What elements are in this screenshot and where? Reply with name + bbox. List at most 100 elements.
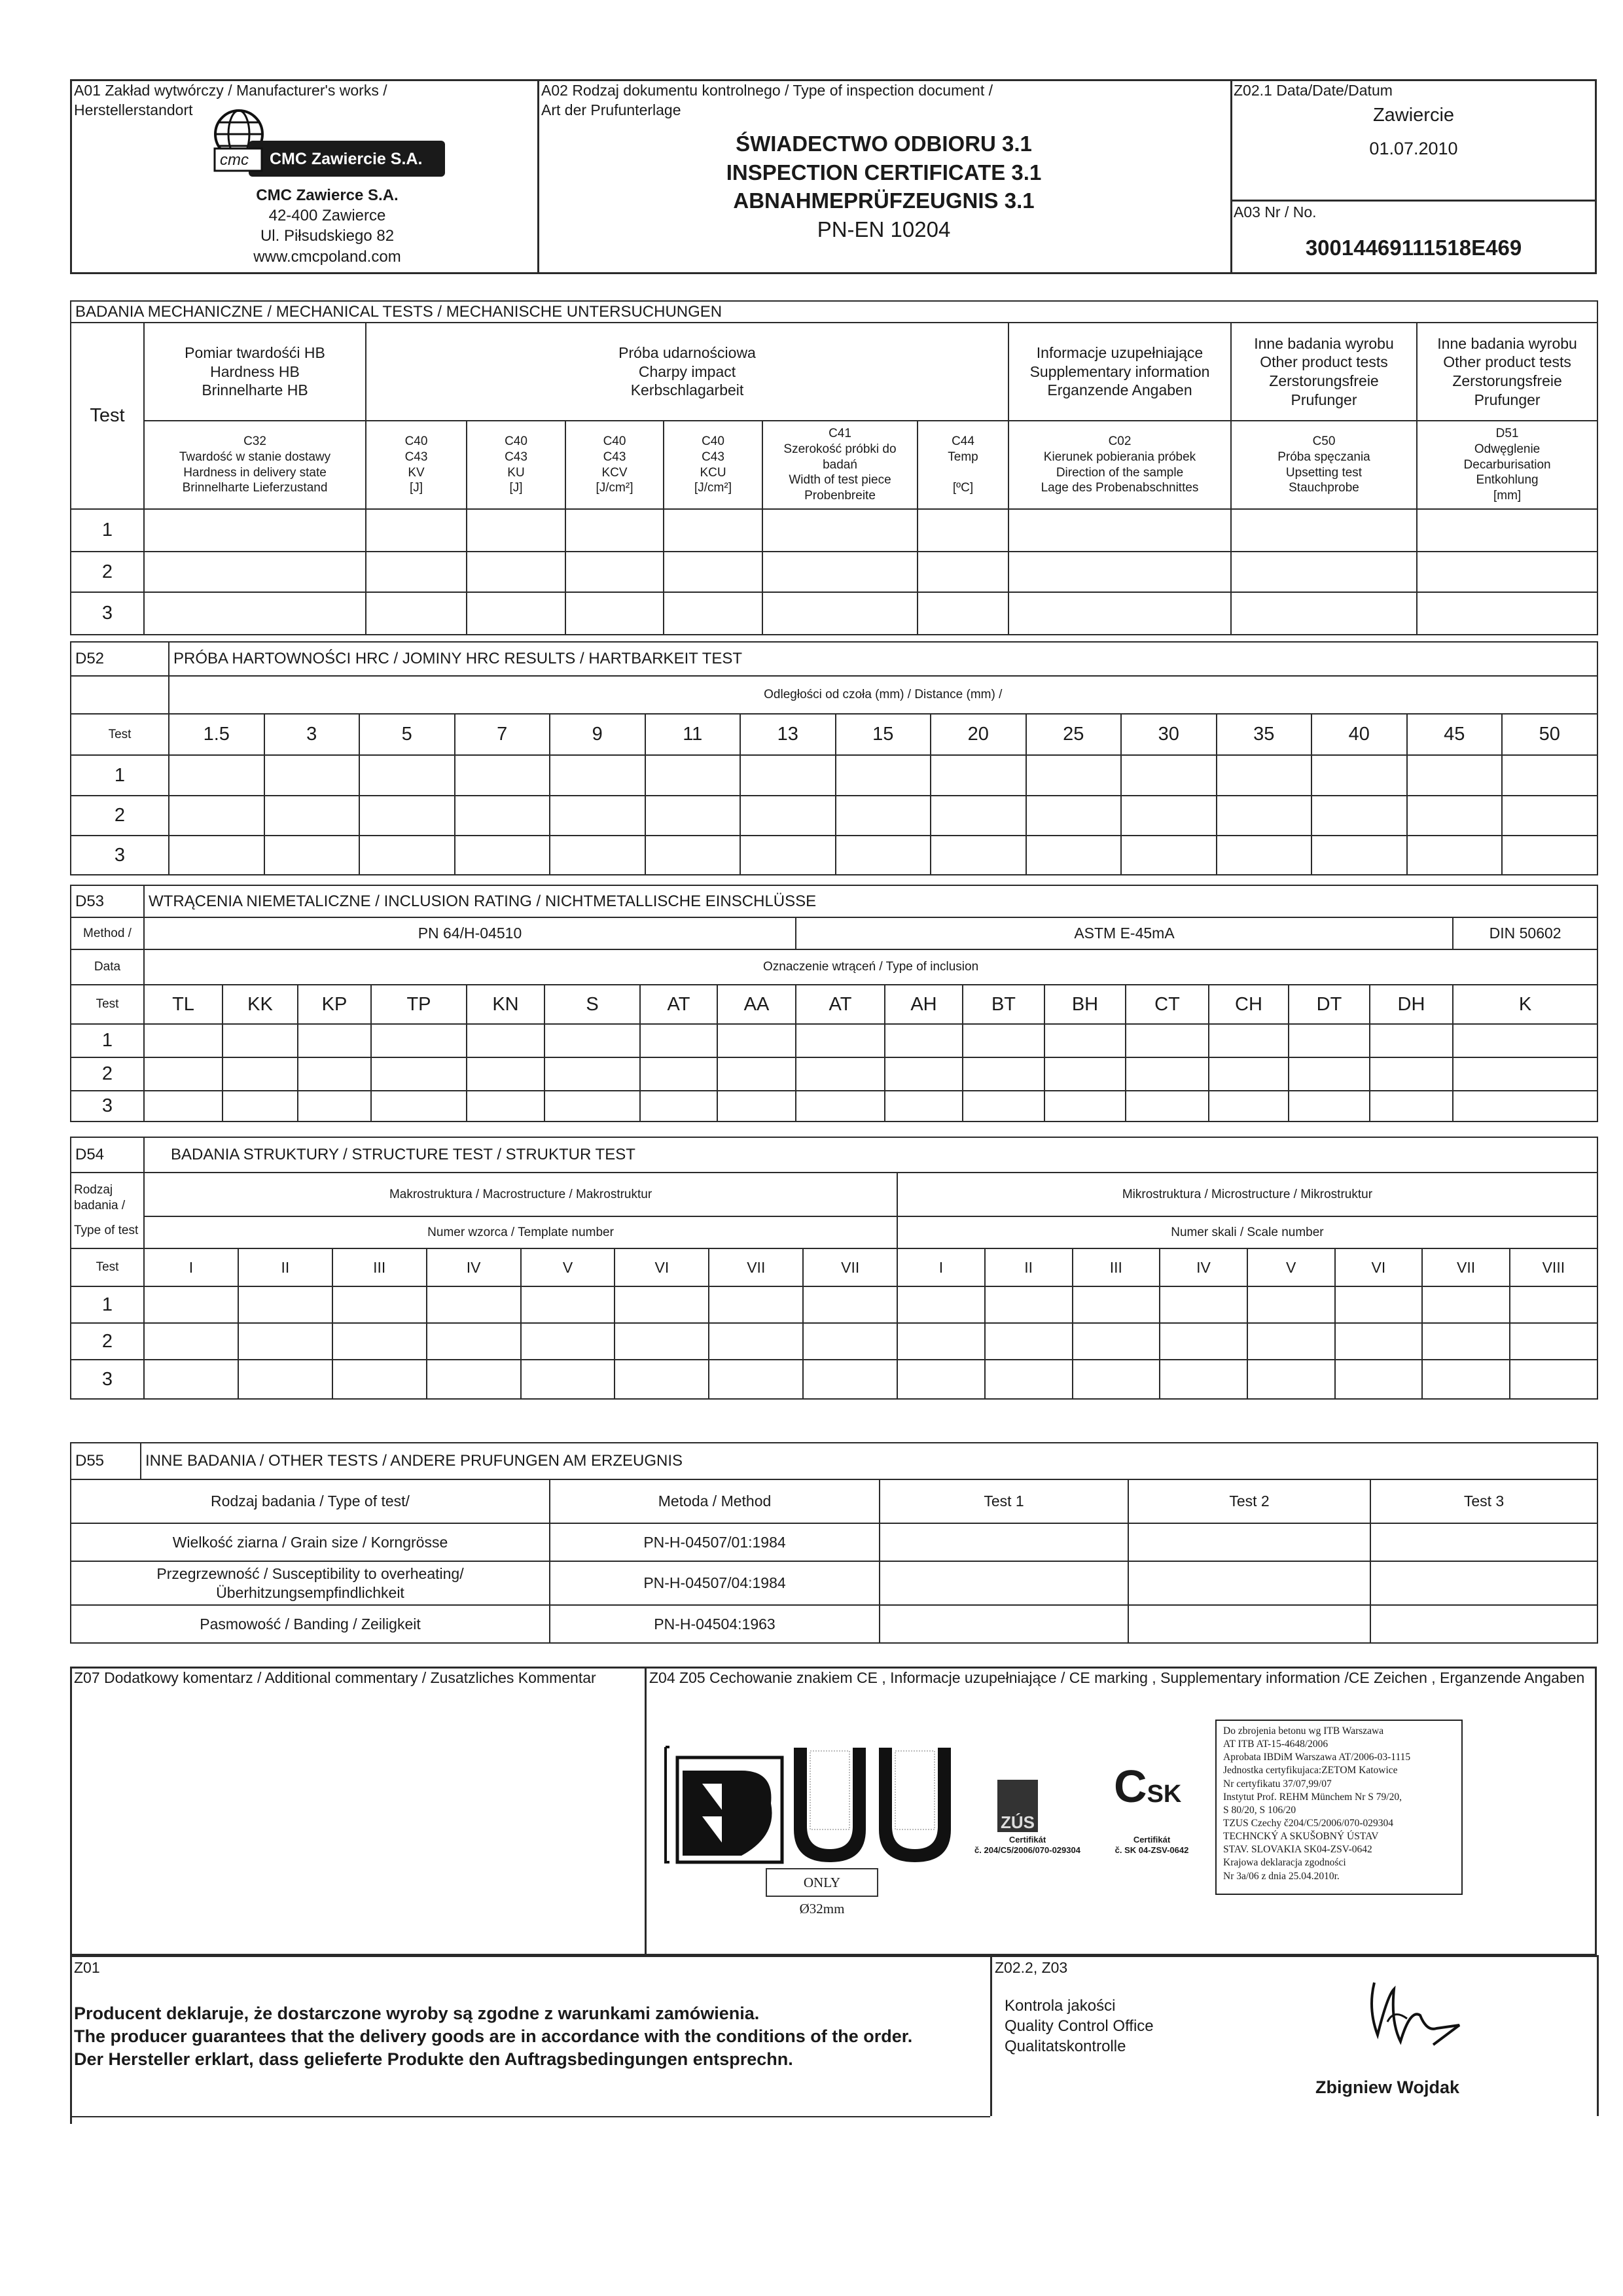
- value-cell[interactable]: [425, 1322, 522, 1360]
- value-cell[interactable]: [1369, 1523, 1599, 1562]
- value-cell[interactable]: [168, 754, 265, 796]
- value-cell[interactable]: [1208, 1057, 1289, 1091]
- value-cell[interactable]: [1044, 1023, 1126, 1058]
- value-cell[interactable]: [1421, 1359, 1510, 1400]
- value-cell[interactable]: [644, 795, 741, 836]
- value-cell[interactable]: [802, 1359, 899, 1400]
- value-cell[interactable]: [168, 835, 265, 875]
- value-cell[interactable]: [740, 754, 836, 796]
- value-cell[interactable]: [1452, 1023, 1599, 1058]
- value-cell[interactable]: [930, 754, 1027, 796]
- value-cell[interactable]: [549, 835, 646, 875]
- value-cell[interactable]: [359, 835, 455, 875]
- value-cell[interactable]: [717, 1023, 796, 1058]
- value-cell[interactable]: [466, 508, 566, 552]
- value-cell[interactable]: [1230, 551, 1418, 593]
- value-cell[interactable]: [365, 551, 467, 593]
- value-cell[interactable]: [1369, 1023, 1454, 1058]
- value-cell[interactable]: [614, 1286, 710, 1324]
- value-cell[interactable]: [1128, 1561, 1371, 1606]
- value-cell[interactable]: [466, 1057, 545, 1091]
- value-cell[interactable]: [962, 1057, 1045, 1091]
- value-cell[interactable]: [143, 1023, 223, 1058]
- value-cell[interactable]: [359, 795, 455, 836]
- value-cell[interactable]: [1008, 508, 1232, 552]
- value-cell[interactable]: [1008, 592, 1232, 635]
- value-cell[interactable]: [663, 551, 763, 593]
- value-cell[interactable]: [1501, 754, 1598, 796]
- website-link[interactable]: www.cmcpoland.com: [253, 247, 401, 266]
- value-cell[interactable]: [565, 508, 664, 552]
- value-cell[interactable]: [740, 835, 836, 875]
- value-cell[interactable]: [1501, 795, 1598, 836]
- value-cell[interactable]: [984, 1359, 1073, 1400]
- value-cell[interactable]: [1071, 1359, 1161, 1400]
- value-cell[interactable]: [331, 1359, 427, 1400]
- value-cell[interactable]: [1288, 1057, 1370, 1091]
- value-cell[interactable]: [639, 1023, 718, 1058]
- value-cell[interactable]: [1044, 1090, 1126, 1122]
- value-cell[interactable]: [1215, 754, 1312, 796]
- value-cell[interactable]: [1125, 1057, 1209, 1091]
- value-cell[interactable]: [1246, 1286, 1336, 1324]
- value-cell[interactable]: [984, 1286, 1073, 1324]
- value-cell[interactable]: [897, 1322, 986, 1360]
- value-cell[interactable]: [930, 835, 1027, 875]
- value-cell[interactable]: [520, 1286, 616, 1324]
- value-cell[interactable]: [1416, 551, 1599, 593]
- value-cell[interactable]: [1311, 835, 1408, 875]
- value-cell[interactable]: [359, 754, 455, 796]
- value-cell[interactable]: [884, 1090, 963, 1122]
- value-cell[interactable]: [762, 508, 918, 552]
- value-cell[interactable]: [143, 1359, 239, 1400]
- value-cell[interactable]: [762, 551, 918, 593]
- value-cell[interactable]: [466, 1090, 545, 1122]
- value-cell[interactable]: [466, 1023, 545, 1058]
- value-cell[interactable]: [168, 795, 265, 836]
- value-cell[interactable]: [222, 1057, 298, 1091]
- value-cell[interactable]: [237, 1359, 333, 1400]
- value-cell[interactable]: [1406, 754, 1503, 796]
- value-cell[interactable]: [370, 1023, 467, 1058]
- value-cell[interactable]: [544, 1057, 641, 1091]
- value-cell[interactable]: [917, 551, 1009, 593]
- value-cell[interactable]: [1452, 1090, 1599, 1122]
- value-cell[interactable]: [879, 1604, 1129, 1644]
- value-cell[interactable]: [263, 795, 360, 836]
- value-cell[interactable]: [454, 835, 550, 875]
- value-cell[interactable]: [544, 1023, 641, 1058]
- value-cell[interactable]: [1128, 1523, 1371, 1562]
- value-cell[interactable]: [1125, 1090, 1209, 1122]
- value-cell[interactable]: [1311, 754, 1408, 796]
- value-cell[interactable]: [454, 754, 550, 796]
- value-cell[interactable]: [639, 1090, 718, 1122]
- value-cell[interactable]: [1246, 1359, 1336, 1400]
- value-cell[interactable]: [1120, 754, 1217, 796]
- value-cell[interactable]: [565, 551, 664, 593]
- value-cell[interactable]: [549, 795, 646, 836]
- value-cell[interactable]: [1416, 592, 1599, 635]
- value-cell[interactable]: [1334, 1322, 1423, 1360]
- value-cell[interactable]: [708, 1359, 804, 1400]
- value-cell[interactable]: [331, 1322, 427, 1360]
- value-cell[interactable]: [1501, 835, 1598, 875]
- value-cell[interactable]: [1421, 1322, 1510, 1360]
- value-cell[interactable]: [425, 1286, 522, 1324]
- value-cell[interactable]: [466, 592, 566, 635]
- value-cell[interactable]: [1334, 1286, 1423, 1324]
- value-cell[interactable]: [143, 1322, 239, 1360]
- value-cell[interactable]: [795, 1023, 885, 1058]
- value-cell[interactable]: [1125, 1023, 1209, 1058]
- value-cell[interactable]: [544, 1090, 641, 1122]
- value-cell[interactable]: [708, 1322, 804, 1360]
- value-cell[interactable]: [143, 592, 366, 635]
- value-cell[interactable]: [1288, 1023, 1370, 1058]
- value-cell[interactable]: [1215, 795, 1312, 836]
- value-cell[interactable]: [1159, 1322, 1248, 1360]
- value-cell[interactable]: [1369, 1604, 1599, 1644]
- value-cell[interactable]: [365, 592, 467, 635]
- value-cell[interactable]: [1508, 1322, 1598, 1360]
- value-cell[interactable]: [984, 1322, 1073, 1360]
- value-cell[interactable]: [520, 1322, 616, 1360]
- value-cell[interactable]: [1120, 795, 1217, 836]
